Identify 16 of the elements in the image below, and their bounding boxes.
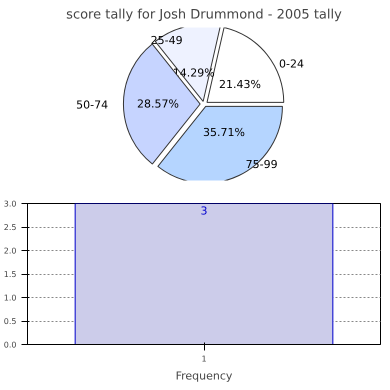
- data-label: 35.71%: [203, 126, 245, 140]
- slice-label: 50-74: [76, 98, 108, 112]
- y-tick-label: 2.0: [4, 246, 17, 256]
- x-axis-title: Frequency: [176, 370, 233, 382]
- data-label: 28.57%: [136, 98, 179, 111]
- y-tick-label: 1.5: [4, 270, 17, 279]
- data-label: 21.43%: [219, 78, 261, 91]
- x-tick-label: 1: [201, 354, 207, 364]
- slice-label: 0-24: [278, 57, 304, 70]
- y-tick-label: 2.5: [4, 223, 17, 232]
- y-tick-label: 0.0: [4, 340, 17, 350]
- chart-title: score tally for Josh Drummond - 2005 tally: [66, 8, 342, 22]
- y-tick-label: 1.0: [4, 294, 17, 302]
- data-label: 3: [200, 204, 208, 218]
- y-tick-label: 0.5: [4, 317, 17, 326]
- y-tick-label: 3.0: [4, 200, 17, 208]
